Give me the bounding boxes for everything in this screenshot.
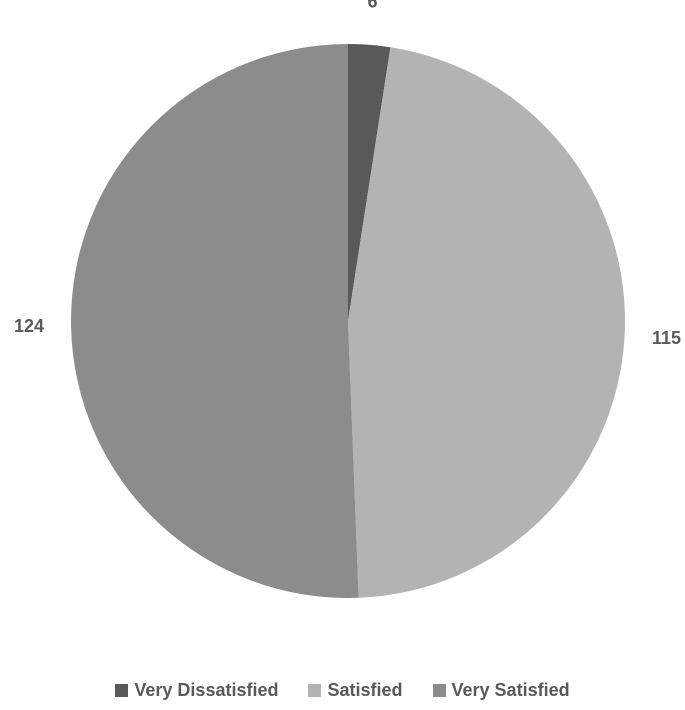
- pie-slices: [71, 44, 625, 598]
- data-label-satisfied: 115: [652, 328, 681, 348]
- pie-slice-very-satisfied: [71, 44, 359, 598]
- legend-swatch: [308, 684, 322, 697]
- legend-item-very-dissatisfied: Very Dissatisfied: [115, 680, 278, 701]
- legend-swatch: [432, 684, 446, 697]
- data-label-very-dissatisfied: 6: [368, 0, 378, 12]
- pie-data-labels: 6 115 124: [14, 0, 681, 348]
- chart-legend: Very Dissatisfied Satisfied Very Satisfied: [0, 680, 685, 701]
- legend-label: Very Dissatisfied: [134, 680, 279, 700]
- legend-label: Very Satisfied: [451, 680, 570, 700]
- legend-label: Satisfied: [327, 680, 403, 700]
- pie-slice-very-dissatisfied: [348, 44, 391, 321]
- data-label-very-satisfied: 124: [14, 316, 44, 336]
- legend-item-very-satisfied: Very Satisfied: [432, 680, 570, 701]
- legend-swatch: [115, 684, 129, 697]
- legend-item-satisfied: Satisfied: [308, 680, 403, 701]
- pie-slice-satisfied: [348, 47, 625, 598]
